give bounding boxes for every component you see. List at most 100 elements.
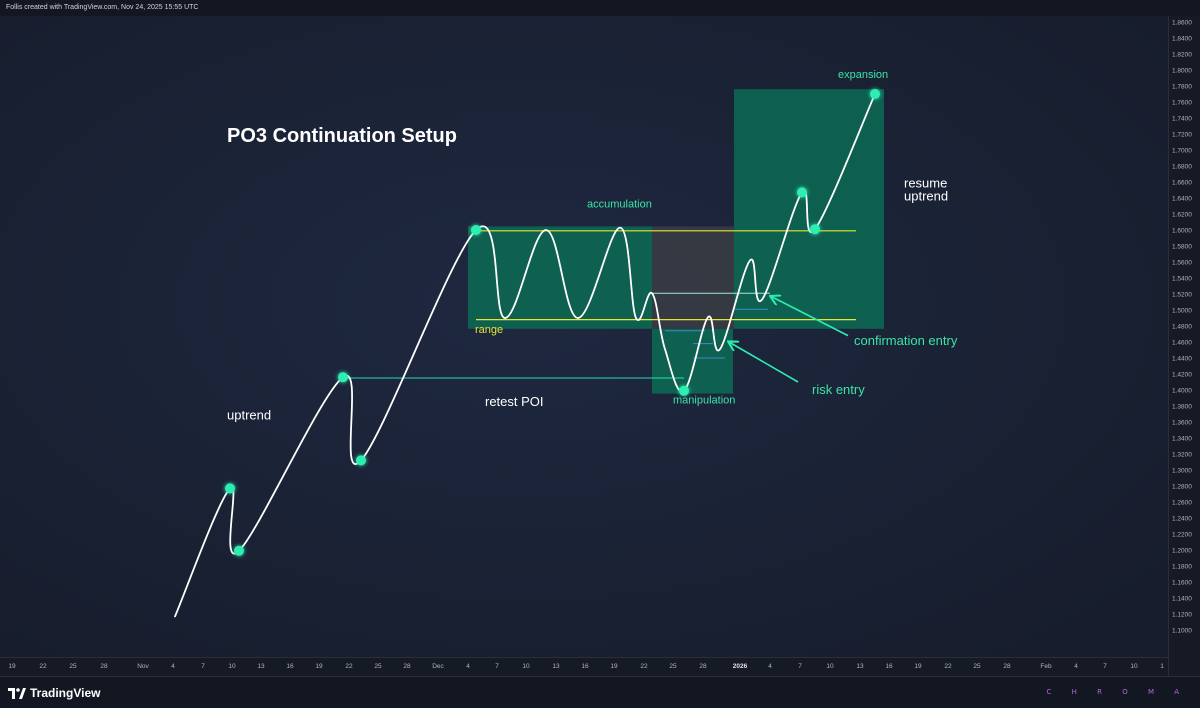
y-tick-label: 1.6800: [1172, 164, 1192, 171]
y-tick-label: 1.3600: [1172, 420, 1192, 427]
attribution-text: Follis created with TradingView.com, Nov…: [6, 4, 199, 11]
y-tick-label: 1.5200: [1172, 292, 1192, 299]
y-tick-label: 1.1800: [1172, 564, 1192, 571]
y-tick-label: 1.3200: [1172, 452, 1192, 459]
uptrend-label-2: uptrend: [904, 188, 948, 203]
tradingview-logo-text: TradingView: [30, 686, 101, 700]
manipulation-zone: [652, 328, 733, 394]
accumulation-label: accumulation: [587, 199, 652, 211]
y-tick-label: 1.2800: [1172, 484, 1192, 491]
risk-entry-label: risk entry: [812, 382, 865, 397]
x-tick-label: 13: [257, 663, 265, 670]
y-tick-label: 1.3000: [1172, 468, 1192, 475]
price-axis-background: [1168, 16, 1200, 657]
y-tick-label: 1.7000: [1172, 148, 1192, 155]
range-label: range: [475, 324, 503, 336]
x-tick-label: 28: [100, 663, 108, 670]
y-tick-label: 1.5000: [1172, 308, 1192, 315]
x-tick-label: 28: [1003, 663, 1011, 670]
x-tick-label: 22: [345, 663, 353, 670]
uptrend-label: uptrend: [227, 408, 271, 423]
y-tick-label: 1.7200: [1172, 132, 1192, 139]
swing-point: [810, 224, 820, 235]
x-tick-label: 19: [8, 663, 16, 670]
x-tick-label: 4: [1074, 663, 1078, 670]
x-tick-label: 10: [228, 663, 236, 670]
x-tick-label: 16: [581, 663, 589, 670]
x-tick-label: Nov: [137, 663, 149, 670]
x-tick-label: 7: [798, 663, 802, 670]
manipulation-label: manipulation: [673, 395, 735, 407]
x-tick-label: 4: [466, 663, 470, 670]
y-tick-label: 1.6400: [1172, 196, 1192, 203]
x-tick-label: 7: [201, 663, 205, 670]
x-tick-label: 2026: [733, 663, 748, 670]
attribution-bar: Follis created with TradingView.com, Nov…: [0, 0, 1200, 16]
x-tick-label: 4: [768, 663, 772, 670]
y-tick-label: 1.6200: [1172, 212, 1192, 219]
expansion-label: expansion: [838, 69, 888, 81]
y-tick-label: 1.6000: [1172, 228, 1192, 235]
y-tick-label: 1.2600: [1172, 500, 1192, 507]
y-tick-label: 1.2200: [1172, 532, 1192, 539]
tradingview-logo[interactable]: TradingView: [8, 686, 100, 700]
y-tick-label: 1.1000: [1172, 628, 1192, 635]
y-tick-label: 1.4600: [1172, 340, 1192, 347]
x-tick-label: 28: [403, 663, 411, 670]
x-tick-label: 7: [1103, 663, 1107, 670]
x-tick-label: 25: [669, 663, 677, 670]
consolidation-zone: [652, 226, 734, 329]
x-tick-label: 10: [826, 663, 834, 670]
swing-point: [679, 385, 689, 396]
plot-background: [0, 16, 1168, 657]
y-tick-label: 1.8400: [1172, 36, 1192, 43]
y-tick-label: 1.5800: [1172, 244, 1192, 251]
retest-poi-label: retest POI: [485, 394, 544, 409]
y-tick-label: 1.4800: [1172, 324, 1192, 331]
x-tick-label: 22: [39, 663, 47, 670]
y-tick-label: 1.8600: [1172, 20, 1192, 27]
swing-point: [870, 89, 880, 99]
resume-label: resume: [904, 176, 947, 191]
swing-point: [234, 545, 244, 556]
swing-point: [797, 187, 807, 198]
y-tick-label: 1.2000: [1172, 548, 1192, 555]
y-tick-label: 1.7800: [1172, 84, 1192, 91]
chroma-watermark: C H R O M A: [1046, 688, 1188, 696]
expansion-zone: [734, 89, 884, 329]
y-tick-label: 1.4400: [1172, 356, 1192, 363]
y-tick-label: 1.1400: [1172, 596, 1192, 603]
x-tick-label: 19: [610, 663, 618, 670]
x-tick-label: 19: [914, 663, 922, 670]
y-tick-label: 1.7400: [1172, 116, 1192, 123]
swing-point: [338, 372, 348, 383]
y-tick-label: 1.4000: [1172, 388, 1192, 395]
y-tick-label: 1.5400: [1172, 276, 1192, 283]
y-tick-label: 1.8200: [1172, 52, 1192, 59]
chart-title: PO3 Continuation Setup: [227, 125, 457, 147]
price-chart[interactable]: 1.8600 1.8400 1.8200 1.8000 1.7800 1.7600 1.74…: [0, 16, 1200, 676]
x-tick-label: 4: [171, 663, 175, 670]
confirmation-arrow: [771, 296, 849, 337]
x-tick-label: 22: [944, 663, 952, 670]
accumulation-zone: [468, 226, 652, 329]
y-tick-label: 1.8000: [1172, 68, 1192, 75]
y-tick-label: 1.5600: [1172, 260, 1192, 267]
swing-point: [225, 483, 235, 494]
y-tick-label: 1.1600: [1172, 580, 1192, 587]
time-axis-background: [0, 657, 1168, 676]
x-tick-label: 28: [699, 663, 707, 670]
y-tick-label: 1.6600: [1172, 180, 1192, 187]
x-tick-label: 22: [640, 663, 648, 670]
swing-point: [356, 455, 366, 466]
x-tick-label: 16: [286, 663, 294, 670]
y-tick-label: 1.1200: [1172, 612, 1192, 619]
x-tick-label: 19: [315, 663, 323, 670]
footer-bar: TradingView C H R O M A: [0, 676, 1200, 708]
x-tick-label: Feb: [1040, 663, 1052, 670]
x-tick-label: 10: [522, 663, 530, 670]
x-tick-label: 25: [374, 663, 382, 670]
y-tick-label: 1.4200: [1172, 372, 1192, 379]
y-tick-label: 1.7600: [1172, 100, 1192, 107]
x-tick-label: 13: [552, 663, 560, 670]
